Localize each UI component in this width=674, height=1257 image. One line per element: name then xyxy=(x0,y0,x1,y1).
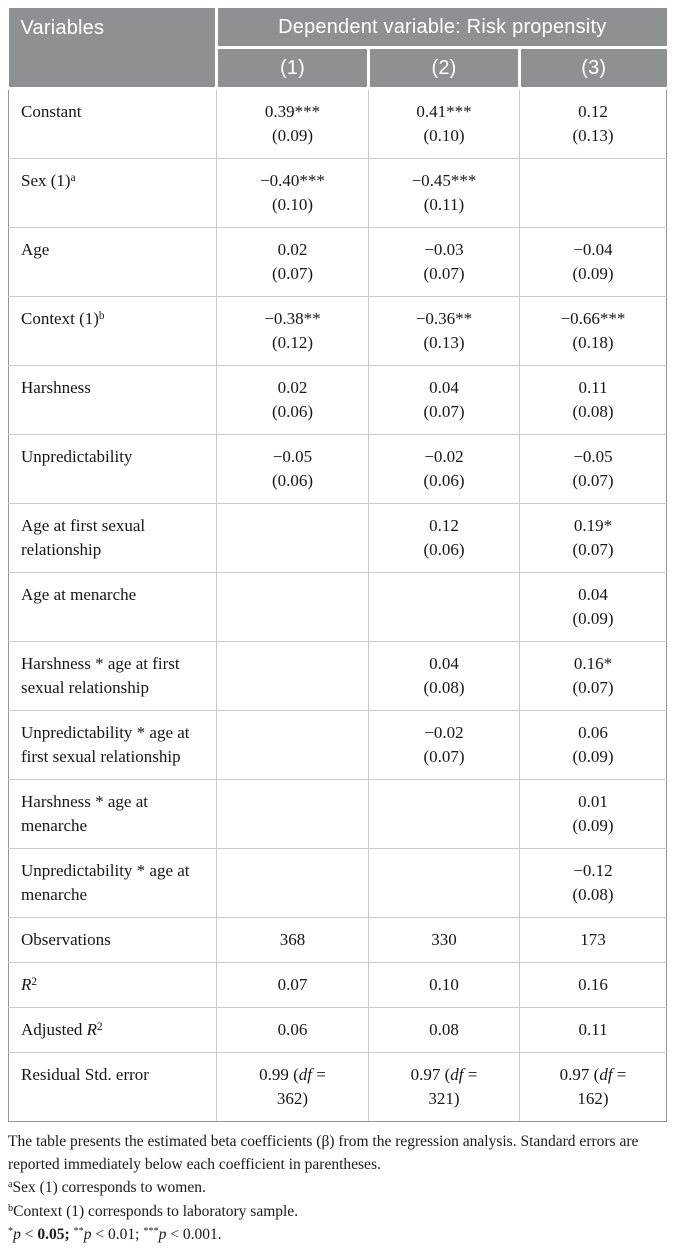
column-header-dependent-variable: Dependent variable: Risk propensity xyxy=(214,8,667,49)
footnote: bContext (1) corresponds to laboratory s… xyxy=(8,1202,299,1220)
value-cell: −0.12 (0.08) xyxy=(518,848,668,918)
row-label: Adjusted R2 xyxy=(8,1007,217,1053)
value-cell: −0.04 (0.09) xyxy=(518,227,668,297)
table-row: Harshness * age at first sexual relation… xyxy=(8,641,668,711)
value-cell: −0.02 (0.07) xyxy=(368,710,520,780)
value-cell: −0.05 (0.07) xyxy=(518,434,668,504)
value-cell: 0.04 (0.08) xyxy=(368,641,520,711)
row-label: Constant xyxy=(8,88,217,159)
regression-table: Variables Dependent variable: Risk prope… xyxy=(8,8,668,1122)
row-label: Residual Std. error xyxy=(8,1052,217,1122)
table-row: Harshness * age at menarche 0.01 (0.09) xyxy=(8,779,668,849)
value-cell: 0.19* (0.07) xyxy=(518,503,668,573)
table-row: Harshness 0.02 (0.06) 0.04 (0.07) 0.11 (0.08) xyxy=(8,365,668,435)
row-label: Observations xyxy=(8,917,217,963)
value-cell: 0.16* (0.07) xyxy=(518,641,668,711)
value-cell: 173 xyxy=(518,917,668,963)
table-row: R2 0.07 0.10 0.16 xyxy=(8,962,668,1008)
footnote: *p < 0.05; **p < 0.01; ***p < 0.001. xyxy=(8,1226,222,1243)
row-label: Harshness * age at menarche xyxy=(8,779,217,849)
value-cell: 0.04 (0.07) xyxy=(368,365,520,435)
column-header-variables: Variables xyxy=(8,8,218,90)
table-row: Sex (1)a −0.40*** (0.10) −0.45*** (0.11) xyxy=(8,158,668,228)
table-row: Adjusted R2 0.06 0.08 0.11 xyxy=(8,1007,668,1053)
row-label: Sex (1)a xyxy=(8,158,217,228)
value-cell xyxy=(368,848,520,918)
value-cell: 0.01 (0.09) xyxy=(518,779,668,849)
row-label: Unpredictability * age at menarche xyxy=(8,848,217,918)
value-cell: −0.03 (0.07) xyxy=(368,227,520,297)
value-cell: 0.06 (0.09) xyxy=(518,710,668,780)
value-cell xyxy=(216,503,369,573)
table-body: Constant 0.39*** (0.09) 0.41*** (0.10) 0.12 (0… xyxy=(8,88,668,1122)
model-header-row: (1) (2) (3) xyxy=(9,46,667,90)
table-header: Variables Dependent variable: Risk prope… xyxy=(8,8,667,90)
value-cell: −0.38** (0.12) xyxy=(216,296,369,366)
value-cell: −0.36** (0.13) xyxy=(368,296,520,366)
table-row: Observations 368 330 173 xyxy=(8,917,668,963)
table-row: Unpredictability * age at first sexual r… xyxy=(8,710,668,780)
value-cell xyxy=(518,158,668,228)
table-row: Residual Std. error 0.99 (df = 362) 0.97 (d… xyxy=(8,1052,668,1122)
value-cell xyxy=(216,779,369,849)
value-cell: −0.02 (0.06) xyxy=(368,434,520,504)
table-row: Unpredictability * age at menarche −0.12(… xyxy=(8,848,668,918)
value-cell xyxy=(216,572,369,642)
table-row: Age at menarche 0.04 (0.09) xyxy=(8,572,668,642)
footnote: The table presents the estimated beta co… xyxy=(8,1133,639,1173)
row-label: R2 xyxy=(8,962,217,1008)
column-header-model-3: (3) xyxy=(517,46,667,90)
value-cell: 0.02 (0.06) xyxy=(216,365,369,435)
value-cell: 0.39*** (0.09) xyxy=(216,88,369,159)
value-cell: 330 xyxy=(368,917,520,963)
row-label: Unpredictability xyxy=(8,434,217,504)
value-cell: 0.08 xyxy=(368,1007,520,1053)
value-cell: 0.16 xyxy=(518,962,668,1008)
value-cell: −0.40*** (0.10) xyxy=(216,158,369,228)
table-row: Age at first sexual relationship 0.12 (0.0… xyxy=(8,503,668,573)
value-cell: 0.02 (0.07) xyxy=(216,227,369,297)
row-label: Harshness * age at first sexual relation… xyxy=(8,641,217,711)
value-cell: 0.41*** (0.10) xyxy=(368,88,520,159)
value-cell: 0.10 xyxy=(368,962,520,1008)
value-cell: 0.99 (df = 362) xyxy=(216,1052,369,1122)
row-label: Context (1)b xyxy=(8,296,217,366)
value-cell: 368 xyxy=(216,917,369,963)
column-header-model-2: (2) xyxy=(367,46,521,90)
value-cell: −0.66*** (0.18) xyxy=(518,296,668,366)
row-label: Unpredictability * age at first sexual r… xyxy=(8,710,217,780)
table-row: Age 0.02 (0.07) −0.03 (0.07) −0.04 (0.09) xyxy=(8,227,668,297)
row-label: Harshness xyxy=(8,365,217,435)
footnote: aSex (1) corresponds to women. xyxy=(8,1179,206,1196)
value-cell: 0.97 (df = 162) xyxy=(518,1052,668,1122)
row-label: Age at first sexual relationship xyxy=(8,503,217,573)
row-label: Age at menarche xyxy=(8,572,217,642)
table-row: Context (1)b −0.38** (0.12) −0.36** (0.13) −0… xyxy=(8,296,668,366)
column-header-model-1: (1) xyxy=(215,46,370,90)
value-cell: 0.97 (df = 321) xyxy=(368,1052,520,1122)
value-cell: 0.12 (0.06) xyxy=(368,503,520,573)
value-cell: 0.07 xyxy=(216,962,369,1008)
value-cell: −0.05 (0.06) xyxy=(216,434,369,504)
value-cell xyxy=(216,641,369,711)
value-cell: 0.11 (0.08) xyxy=(518,365,668,435)
value-cell xyxy=(216,710,369,780)
value-cell xyxy=(368,572,520,642)
value-cell: 0.11 xyxy=(518,1007,668,1053)
value-cell xyxy=(216,848,369,918)
value-cell: −0.45*** (0.11) xyxy=(368,158,520,228)
value-cell: 0.12 (0.13) xyxy=(518,88,668,159)
table-row: Constant 0.39*** (0.09) 0.41*** (0.10) 0.12 (0… xyxy=(8,88,668,159)
value-cell: 0.06 xyxy=(216,1007,369,1053)
footnotes: The table presents the estimated beta co… xyxy=(8,1131,668,1247)
header-row-top: Variables Dependent variable: Risk prope… xyxy=(8,8,667,90)
value-cell xyxy=(368,779,520,849)
value-cell: 0.04 (0.09) xyxy=(518,572,668,642)
row-label: Age xyxy=(8,227,217,297)
table-row: Unpredictability −0.05 (0.06) −0.02 (0.06) −0… xyxy=(8,434,668,504)
